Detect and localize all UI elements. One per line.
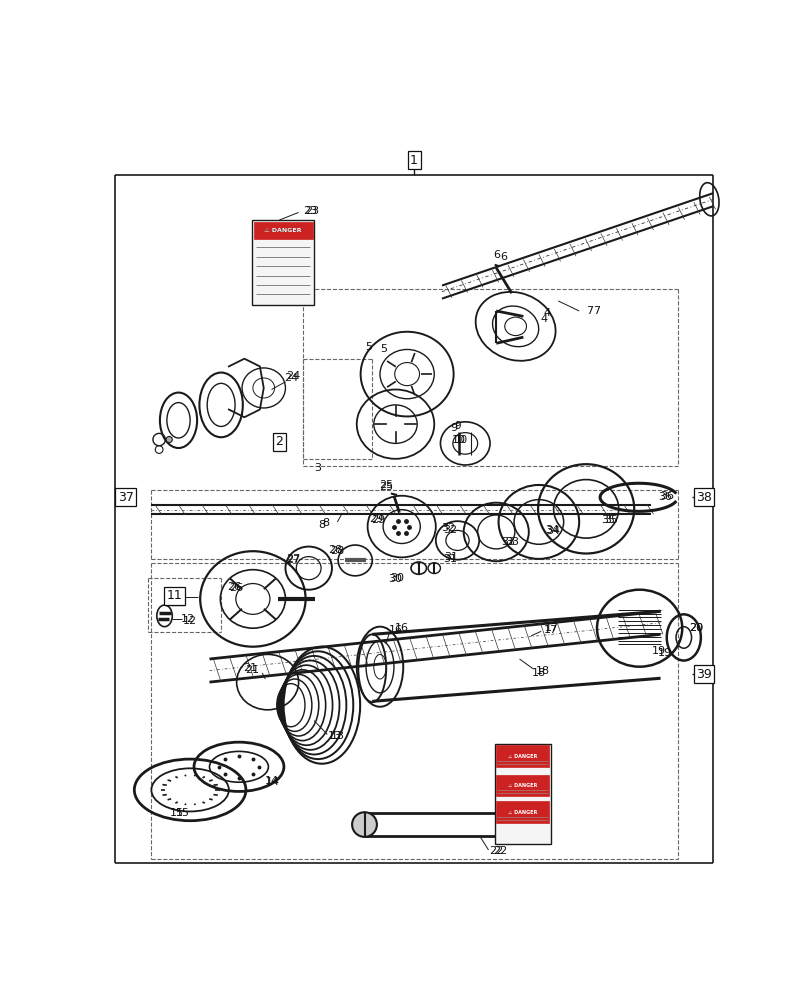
Text: 18: 18 xyxy=(532,668,546,678)
Text: 23: 23 xyxy=(303,206,318,216)
Text: 2: 2 xyxy=(276,435,283,448)
Text: 17: 17 xyxy=(544,625,558,635)
Text: 7: 7 xyxy=(593,306,600,316)
Text: 34: 34 xyxy=(546,526,561,536)
Text: 34: 34 xyxy=(545,525,559,535)
Text: 13: 13 xyxy=(328,731,342,741)
Text: 30: 30 xyxy=(390,573,404,583)
Text: 5: 5 xyxy=(381,344,387,354)
Text: 4: 4 xyxy=(543,308,550,318)
Text: ⚠ DANGER: ⚠ DANGER xyxy=(508,754,537,759)
Text: 33: 33 xyxy=(501,537,515,547)
Text: 32: 32 xyxy=(441,523,455,533)
Text: 29: 29 xyxy=(372,515,385,525)
Bar xyxy=(496,801,549,823)
Text: 22: 22 xyxy=(489,846,503,856)
Text: 27: 27 xyxy=(286,554,301,564)
Text: 35: 35 xyxy=(604,515,618,525)
Text: 26: 26 xyxy=(227,582,242,592)
Text: 6: 6 xyxy=(493,250,500,260)
Text: 11: 11 xyxy=(167,592,182,602)
Ellipse shape xyxy=(352,812,377,837)
Text: 31: 31 xyxy=(443,554,457,564)
Text: 27: 27 xyxy=(286,555,301,565)
Text: 14: 14 xyxy=(266,777,280,787)
Text: 21: 21 xyxy=(242,663,257,673)
Text: 15: 15 xyxy=(175,808,189,818)
Text: 16: 16 xyxy=(394,623,409,633)
Text: ⚠ DANGER: ⚠ DANGER xyxy=(508,783,537,788)
Text: 23: 23 xyxy=(305,206,319,216)
Text: 5: 5 xyxy=(365,342,372,352)
Bar xyxy=(252,220,314,305)
Text: 9: 9 xyxy=(450,423,457,433)
Text: 33: 33 xyxy=(505,537,519,547)
Text: 12: 12 xyxy=(183,615,197,626)
Text: 21: 21 xyxy=(245,665,259,675)
Ellipse shape xyxy=(166,436,172,443)
Text: 28: 28 xyxy=(328,545,342,555)
Bar xyxy=(494,744,550,844)
Text: 9: 9 xyxy=(454,421,461,431)
Text: 8: 8 xyxy=(318,520,326,530)
Text: 11: 11 xyxy=(166,589,183,602)
Text: 19: 19 xyxy=(659,648,672,658)
Text: 14: 14 xyxy=(264,776,279,786)
Text: 38: 38 xyxy=(696,491,712,504)
Text: 15: 15 xyxy=(170,808,184,818)
Text: 18: 18 xyxy=(536,666,549,676)
Bar xyxy=(254,222,313,239)
Text: 17: 17 xyxy=(545,623,559,633)
Text: 26: 26 xyxy=(229,583,244,593)
Text: 24: 24 xyxy=(286,371,301,381)
Text: 22: 22 xyxy=(493,846,507,856)
Text: 19: 19 xyxy=(652,646,666,656)
Text: 39: 39 xyxy=(696,668,712,681)
Text: 30: 30 xyxy=(389,574,402,584)
Text: 32: 32 xyxy=(443,525,457,535)
Text: 4: 4 xyxy=(541,314,548,324)
Text: 13: 13 xyxy=(330,731,344,741)
Text: ⚠ DANGER: ⚠ DANGER xyxy=(508,810,537,815)
Text: 25: 25 xyxy=(379,482,393,492)
Text: ⚠ DANGER: ⚠ DANGER xyxy=(264,228,302,233)
Text: 35: 35 xyxy=(602,515,616,525)
Text: 20: 20 xyxy=(689,623,703,633)
Text: 37: 37 xyxy=(118,491,134,504)
Text: 10: 10 xyxy=(455,435,468,445)
Text: 36: 36 xyxy=(659,492,672,502)
Text: 12: 12 xyxy=(181,614,195,624)
Text: 1: 1 xyxy=(410,154,418,167)
Text: 16: 16 xyxy=(389,625,402,635)
Text: 7: 7 xyxy=(586,306,593,316)
Bar xyxy=(496,745,549,767)
Text: ⚠ DANGER: ⚠ DANGER xyxy=(264,228,302,233)
Text: 8: 8 xyxy=(322,518,330,528)
Text: 31: 31 xyxy=(444,552,458,562)
Text: 20: 20 xyxy=(689,623,703,633)
Text: 36: 36 xyxy=(660,491,674,501)
Text: 29: 29 xyxy=(369,514,383,524)
Text: 28: 28 xyxy=(330,546,344,556)
Text: 10: 10 xyxy=(452,435,466,445)
Text: 6: 6 xyxy=(500,252,507,262)
Text: 25: 25 xyxy=(379,480,393,490)
Text: 3: 3 xyxy=(314,463,322,473)
Text: 24: 24 xyxy=(284,373,298,383)
Bar xyxy=(496,774,549,796)
